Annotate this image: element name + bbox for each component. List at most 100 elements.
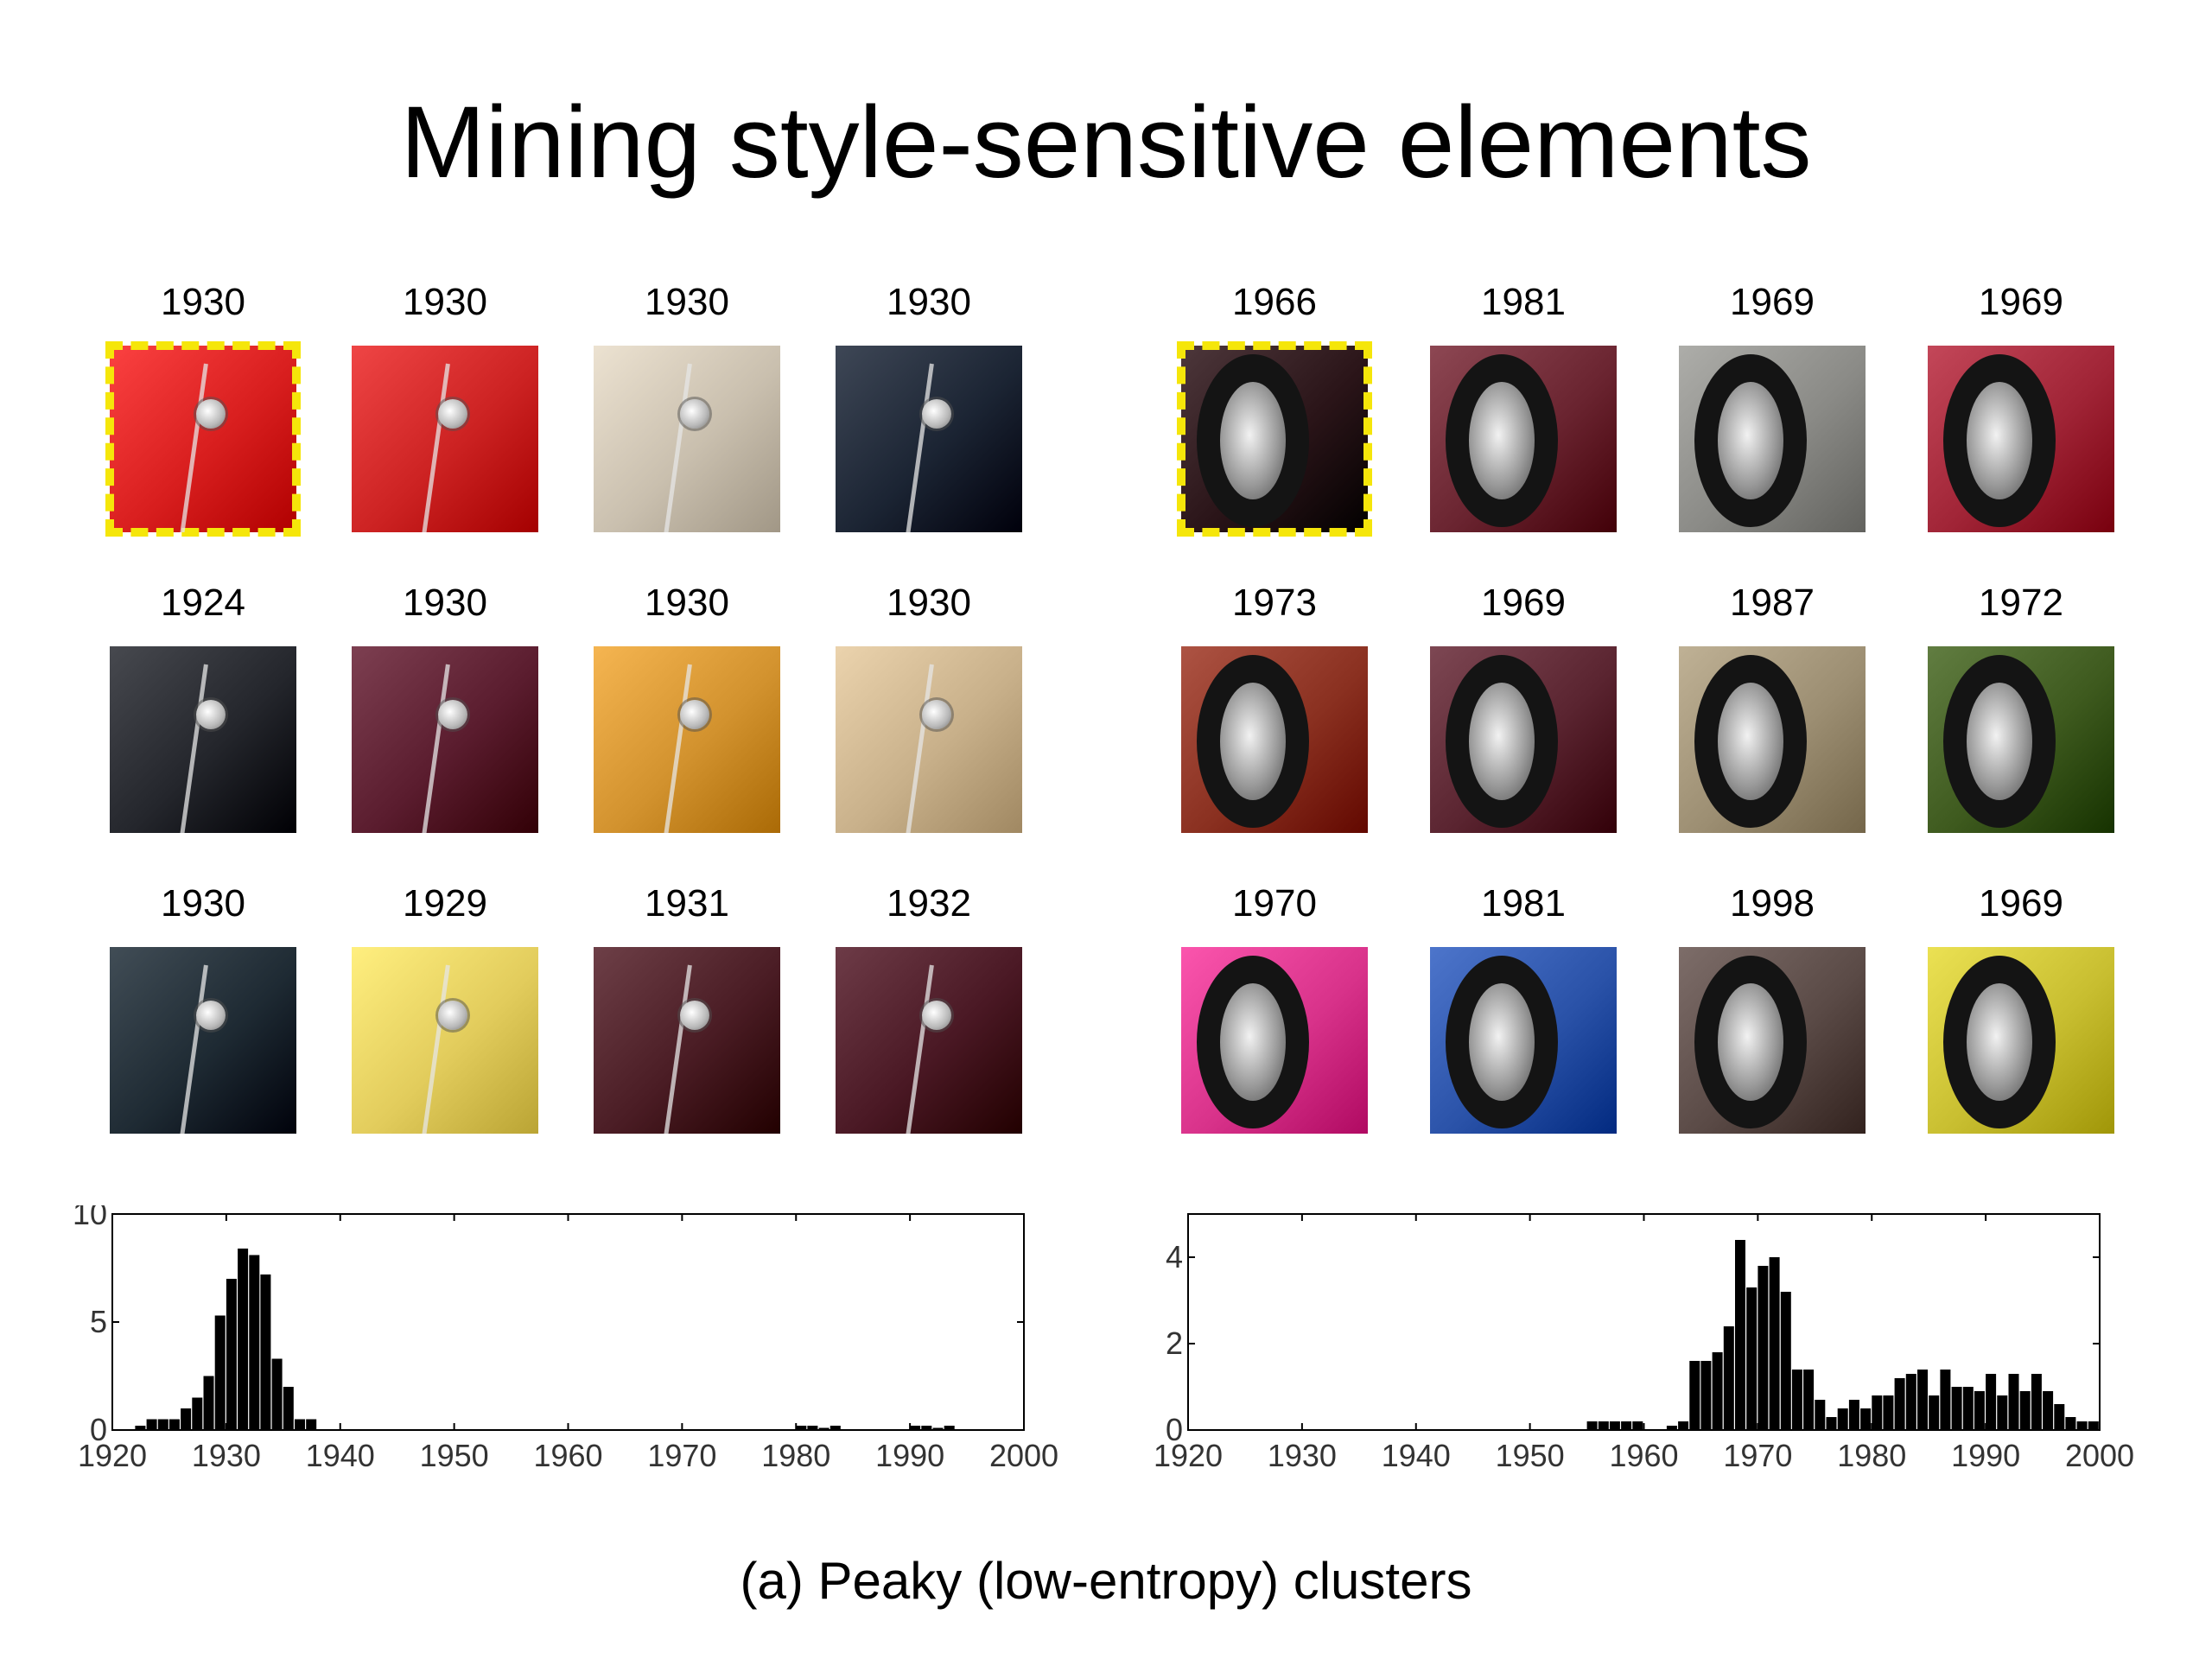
- patch-image: [1181, 646, 1368, 833]
- x-tick-label: 2000: [989, 1438, 1058, 1473]
- patch-image: [1679, 646, 1866, 833]
- histogram-bar: [1997, 1395, 2008, 1430]
- histogram-bar: [1883, 1395, 1894, 1430]
- histogram-bar: [1791, 1370, 1802, 1430]
- histogram-bar: [203, 1376, 214, 1430]
- chrome-trim-strip: [180, 964, 208, 1134]
- patch-year-label: 1981: [1481, 281, 1566, 323]
- chrome-trim-strip: [664, 964, 692, 1134]
- hubcap-icon: [1967, 983, 2032, 1101]
- histogram-bar: [2031, 1374, 2042, 1430]
- histogram-chart: 1920 1930 1940 1950 1960 1970 1980 1990 2000 0 5 10: [73, 1196, 1058, 1473]
- histogram-bar: [1826, 1417, 1837, 1430]
- hubcap-icon: [1469, 983, 1535, 1101]
- x-tick-label: 1970: [1723, 1438, 1792, 1473]
- x-tick-label: 2000: [2065, 1438, 2134, 1473]
- chrome-trim-strip: [906, 664, 934, 833]
- patch-image: [594, 346, 780, 532]
- histogram-bar: [1609, 1421, 1620, 1430]
- histogram-bar: [1598, 1421, 1609, 1430]
- x-tick-label: 1960: [1609, 1438, 1678, 1473]
- patch-year-label: 1930: [161, 281, 245, 323]
- headlight-icon: [922, 399, 951, 429]
- headlight-icon: [922, 1001, 951, 1030]
- headlight-icon: [680, 399, 709, 429]
- patch-year-label: 1930: [645, 582, 729, 624]
- chrome-trim-strip: [422, 363, 450, 532]
- y-tick-label: 4: [1166, 1239, 1183, 1274]
- patch-year-label: 1998: [1730, 882, 1815, 925]
- slide-title: Mining style-sensitive elements: [400, 86, 1812, 200]
- histogram-bar: [818, 1427, 830, 1430]
- histogram-bar: [1769, 1257, 1780, 1430]
- hubcap-icon: [1967, 382, 2032, 499]
- chrome-trim-strip: [906, 363, 934, 532]
- histogram-bar: [1678, 1421, 1689, 1430]
- patch-image: [1430, 947, 1617, 1134]
- histogram-bar: [1837, 1408, 1848, 1430]
- histogram-bar: [1951, 1387, 1962, 1430]
- patch-year-label: 1930: [403, 582, 487, 624]
- histogram-bar: [168, 1419, 180, 1430]
- headlight-icon: [438, 700, 467, 729]
- histogram-bar: [1735, 1240, 1745, 1430]
- plot-frame: [1187, 1213, 2101, 1431]
- chrome-trim-strip: [180, 363, 208, 532]
- hubcap-icon: [1220, 983, 1286, 1101]
- histogram-bar: [932, 1427, 944, 1430]
- y-tick-label: 0: [1166, 1412, 1183, 1447]
- x-tick-label: 1930: [1268, 1438, 1337, 1473]
- histogram-bar: [192, 1397, 203, 1430]
- hubcap-icon: [1220, 683, 1286, 800]
- patch-year-label: 1972: [1979, 582, 2063, 624]
- histogram-bar: [2065, 1417, 2076, 1430]
- patch-image: [594, 646, 780, 833]
- histogram-bar: [1894, 1378, 1905, 1430]
- x-tick-label: 1950: [420, 1438, 489, 1473]
- histogram-bar: [2043, 1391, 2054, 1430]
- x-tick-label: 1980: [761, 1438, 830, 1473]
- histogram-bar: [1621, 1421, 1632, 1430]
- histogram-bar: [306, 1419, 317, 1430]
- histogram-bar: [271, 1358, 283, 1430]
- patch-image: [110, 947, 296, 1134]
- histogram-bar: [1689, 1361, 1700, 1430]
- histogram-bar: [1940, 1370, 1951, 1430]
- histogram-bar: [1848, 1400, 1859, 1430]
- histogram-bar: [157, 1419, 168, 1430]
- patch-year-label: 1970: [1232, 882, 1317, 925]
- patch-year-label: 1987: [1730, 582, 1815, 624]
- histogram-bar: [1712, 1352, 1723, 1430]
- headlight-icon: [196, 1001, 226, 1030]
- patch-year-label: 1929: [403, 882, 487, 925]
- histogram-bar: [1986, 1374, 1997, 1430]
- y-tick-label: 0: [90, 1412, 107, 1447]
- histogram-bar: [1803, 1370, 1815, 1430]
- histogram-bar: [2008, 1374, 2019, 1430]
- patch-year-label: 1930: [887, 582, 971, 624]
- x-tick-label: 1940: [1382, 1438, 1451, 1473]
- histogram-bar: [260, 1274, 271, 1430]
- plot-frame: [111, 1213, 1025, 1431]
- chrome-trim-strip: [422, 964, 450, 1134]
- histogram-bar: [2054, 1404, 2065, 1430]
- histogram-bar: [1586, 1421, 1598, 1430]
- x-tick-label: 1940: [306, 1438, 375, 1473]
- patch-year-label: 1930: [403, 281, 487, 323]
- chrome-trim-strip: [664, 363, 692, 532]
- hubcap-icon: [1967, 683, 2032, 800]
- histogram-bar: [830, 1426, 841, 1430]
- patch-year-label: 1969: [1730, 281, 1815, 323]
- patch-year-label: 1973: [1232, 582, 1317, 624]
- headlight-icon: [922, 700, 951, 729]
- histogram-bar: [2019, 1391, 2031, 1430]
- patch-year-label: 1932: [887, 882, 971, 925]
- figure-caption: (a) Peaky (low-entropy) clusters: [740, 1552, 1472, 1610]
- patch-image: [1928, 947, 2114, 1134]
- histogram-bar: [238, 1249, 249, 1430]
- x-tick-label: 1920: [1154, 1438, 1223, 1473]
- histogram-bar: [1746, 1287, 1758, 1430]
- headlight-icon: [196, 700, 226, 729]
- x-tick-label: 1920: [78, 1438, 147, 1473]
- histogram-bar: [226, 1279, 237, 1430]
